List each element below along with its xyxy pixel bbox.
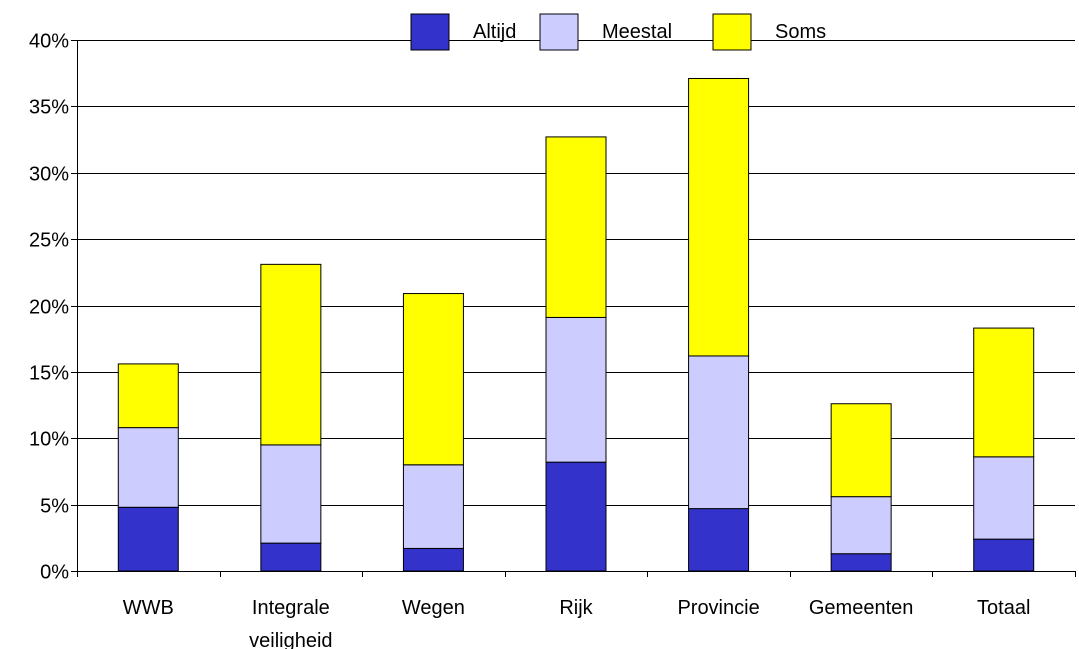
x-tick-label: Totaal bbox=[977, 597, 1030, 619]
y-tick-label: 10% bbox=[29, 429, 69, 451]
bar-segment-altijd bbox=[260, 542, 322, 572]
legend-swatch-soms bbox=[712, 13, 752, 51]
legend: Altijd Meestal Soms bbox=[410, 13, 826, 51]
bar-segment-meestal bbox=[402, 464, 464, 549]
legend-swatch-meestal bbox=[539, 13, 579, 51]
x-tick-label: WWB bbox=[123, 597, 174, 619]
bars bbox=[117, 77, 1035, 572]
bar-segment-soms bbox=[830, 403, 892, 498]
x-tick-label: Integrale veiligheid bbox=[249, 597, 332, 649]
bar-segment-soms bbox=[260, 263, 322, 446]
bar-segment-soms bbox=[545, 136, 607, 318]
x-tick-label: Wegen bbox=[402, 597, 465, 619]
bar-segment-meestal bbox=[545, 316, 607, 463]
bar-segment-soms bbox=[688, 77, 750, 357]
bar-segment-altijd bbox=[117, 506, 179, 572]
bar-segment-meestal bbox=[260, 444, 322, 544]
bar-segment-altijd bbox=[688, 508, 750, 572]
x-tick-label: Rijk bbox=[559, 597, 593, 619]
bar-segment-altijd bbox=[402, 547, 464, 572]
legend-label: Altijd bbox=[473, 21, 516, 43]
bar-segment-meestal bbox=[830, 496, 892, 555]
bar-segment-soms bbox=[117, 363, 179, 429]
y-tick-labels: 0% 5% 10% 15% 20% 25% 30% 35% 40% bbox=[29, 31, 69, 584]
axes bbox=[71, 40, 1076, 577]
bar-segment-meestal bbox=[973, 456, 1035, 540]
legend-swatch-altijd bbox=[410, 13, 450, 51]
bar-segment-meestal bbox=[688, 355, 750, 510]
bar-segment-altijd bbox=[830, 553, 892, 572]
y-tick-label: 30% bbox=[29, 164, 69, 186]
x-tick-labels: WWB Integrale veiligheid Wegen Rijk Provincie… bbox=[123, 597, 1031, 649]
x-tick-label: Provincie bbox=[677, 597, 759, 619]
legend-label: Meestal bbox=[602, 21, 672, 43]
y-tick-label: 25% bbox=[29, 230, 69, 252]
y-tick-label: 35% bbox=[29, 97, 69, 119]
y-tick-label: 40% bbox=[29, 31, 69, 53]
legend-label: Soms bbox=[775, 21, 826, 43]
bar-segment-altijd bbox=[545, 461, 607, 572]
bar-segment-altijd bbox=[973, 538, 1035, 572]
y-tick-label: 15% bbox=[29, 363, 69, 385]
x-tick-label: Gemeenten bbox=[809, 597, 914, 619]
bar-segment-meestal bbox=[117, 427, 179, 508]
y-tick-label: 20% bbox=[29, 297, 69, 319]
y-tick-label: 0% bbox=[40, 562, 69, 584]
bar-segment-soms bbox=[402, 293, 464, 466]
bar-segment-soms bbox=[973, 327, 1035, 458]
y-tick-label: 5% bbox=[40, 496, 69, 518]
